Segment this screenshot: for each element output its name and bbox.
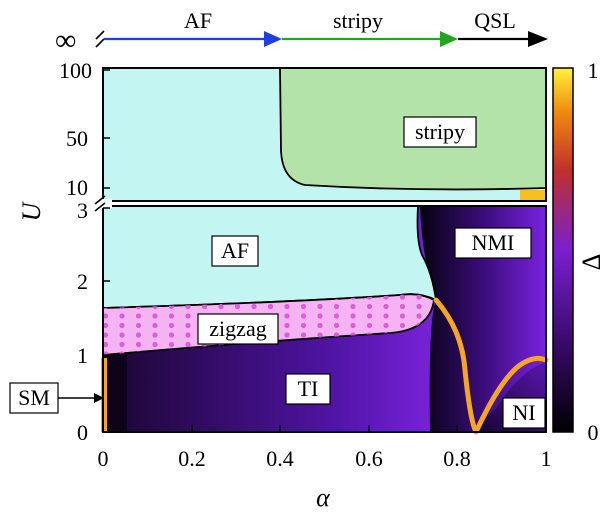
- y-axis-label: U: [17, 200, 46, 221]
- lower-panel: AF zigzag TI NMI NI SM: [9, 205, 549, 435]
- arrowhead-af: [264, 31, 282, 47]
- arrowhead-stripy: [440, 31, 458, 47]
- y-tick-2: 2: [77, 269, 88, 294]
- axis-break-mark: [95, 30, 105, 48]
- x-tick-0: 0: [98, 446, 109, 471]
- colorbar-tick-1: 1: [588, 58, 599, 83]
- x-tick-0-6: 0.6: [355, 446, 383, 471]
- y-tick-0: 0: [77, 420, 88, 445]
- zigzag-label: zigzag: [209, 316, 266, 341]
- y-tick-100: 100: [59, 58, 92, 83]
- af-region-lower: [102, 205, 438, 309]
- qsl-edge-strip: [520, 190, 546, 201]
- nmi-region: [420, 206, 546, 432]
- y-tick-1: 1: [77, 343, 88, 368]
- y-ticks: 0 1 2 3 10 50 100: [59, 58, 110, 445]
- arrow-label-qsl: QSL: [474, 8, 516, 33]
- axis-break: [94, 195, 112, 212]
- ni-label: NI: [512, 400, 535, 425]
- x-tick-0-2: 0.2: [178, 446, 206, 471]
- sm-pointer-head: [94, 393, 104, 403]
- infinity-label: ∞: [55, 24, 76, 57]
- ti-label: TI: [298, 376, 319, 401]
- colorbar-bar: [552, 67, 574, 433]
- af-label-box: [211, 235, 259, 267]
- nmi-label-box: [454, 227, 532, 259]
- lower-panel-frame: [102, 205, 547, 433]
- x-axis-label: α: [316, 483, 331, 512]
- nmi-label: NMI: [472, 230, 515, 255]
- phase-line-nmi: [433, 297, 479, 435]
- ti-label-box: [285, 373, 331, 405]
- colorbar-tick-0: 0: [588, 420, 599, 445]
- zigzag-label-box: [197, 313, 279, 345]
- colorbar-label: Δ: [577, 254, 606, 271]
- x-tick-0-8: 0.8: [443, 446, 471, 471]
- arrow-label-stripy: stripy: [333, 8, 383, 33]
- sm-label: SM: [18, 385, 50, 410]
- x-tick-1: 1: [541, 446, 552, 471]
- ni-label-box: [502, 397, 546, 429]
- top-arrow: ∞ AF stripy QSL: [55, 8, 548, 57]
- af-label: AF: [221, 238, 249, 263]
- y-tick-3: 3: [77, 198, 88, 223]
- stripy-label: stripy: [415, 119, 465, 144]
- upper-panel-frame: [102, 67, 547, 202]
- arrow-label-af: AF: [184, 8, 212, 33]
- phase-line-ni: [473, 355, 549, 435]
- x-tick-0-4: 0.4: [266, 446, 294, 471]
- colorbar: 1 0 Δ: [552, 58, 606, 445]
- arrowhead-qsl: [528, 31, 548, 47]
- y-tick-10: 10: [66, 175, 88, 200]
- x-ticks: 0 0.2 0.4 0.6 0.8 1: [98, 425, 552, 471]
- upper-panel: stripy: [102, 67, 547, 202]
- stripy-label-box: [403, 116, 477, 148]
- y-tick-50: 50: [66, 126, 88, 151]
